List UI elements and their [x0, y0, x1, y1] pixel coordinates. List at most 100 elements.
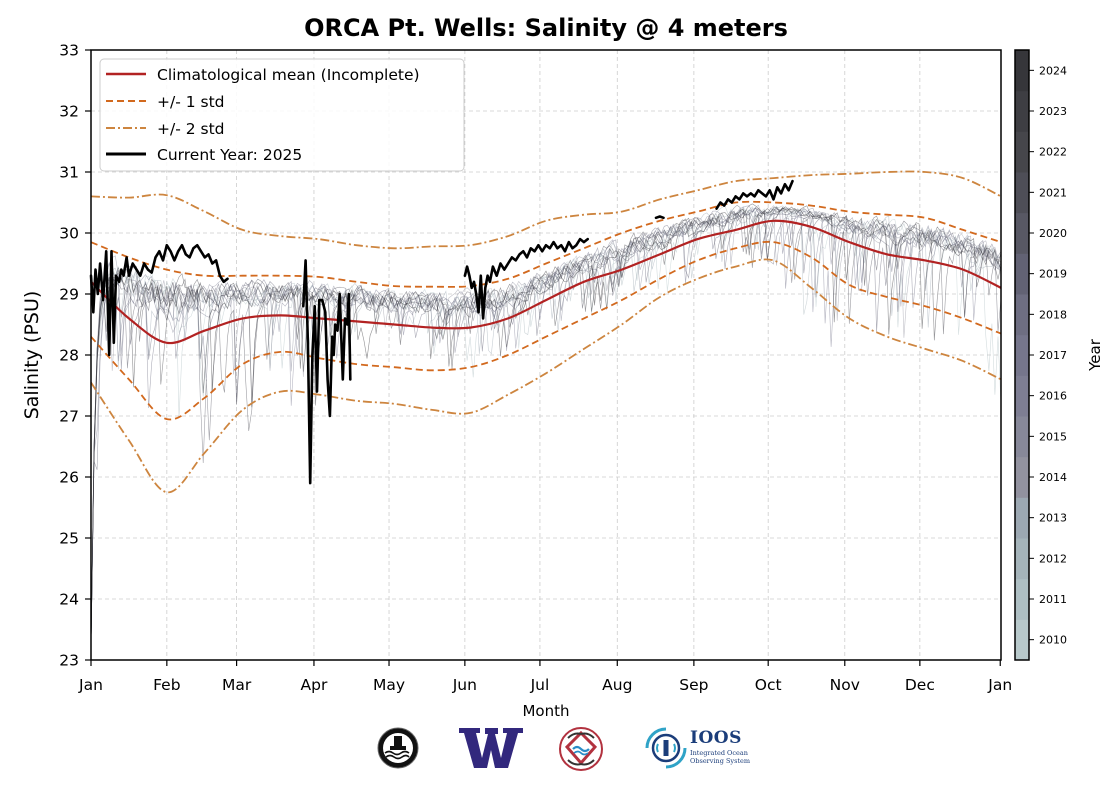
x-tick-label: Oct: [755, 676, 782, 694]
colorbar-swatch-2010: [1015, 619, 1029, 661]
historical-trace-2013: [90, 205, 1002, 648]
current-year-series: [89, 179, 794, 485]
y-tick-label: 25: [59, 530, 79, 548]
colorbar-tick-label: 2023: [1039, 105, 1067, 118]
ioos-logo: IOOS Integrated Ocean Observing System: [644, 726, 754, 770]
historical-trace-2020: [90, 204, 1002, 648]
legend-box: [99, 58, 465, 172]
historical-trace-2024: [90, 207, 1002, 648]
orca-buoy-logo: [377, 727, 419, 769]
legend-label-current: Current Year: 2025: [157, 146, 302, 164]
colorbar-swatch-2018: [1015, 294, 1029, 336]
colorbar-tick-label: 2010: [1039, 634, 1067, 647]
colorbar-tick-label: 2019: [1039, 268, 1067, 281]
historical-trace-2019: [90, 207, 1002, 648]
nanoos-logo: [559, 727, 603, 771]
legend-label-2std: +/- 2 std: [157, 120, 225, 138]
colorbar-tick-label: 2021: [1039, 186, 1067, 199]
current-year-segment-0: [89, 243, 229, 357]
colorbar-swatch-2020: [1015, 212, 1029, 254]
colorbar-swatch-2012: [1015, 538, 1029, 580]
legend-label-mean: Climatological mean (Incomplete): [157, 66, 420, 84]
x-tick-label: Nov: [830, 676, 860, 694]
ioos-emblem-icon: [645, 727, 687, 769]
series-lower1: [90, 240, 1002, 421]
x-axis-label: Month: [522, 702, 569, 720]
historical-trace-2010: [90, 205, 1002, 648]
x-tick-label: Aug: [602, 676, 632, 694]
x-tick-label: May: [373, 676, 405, 694]
historical-year-traces: [90, 203, 1002, 648]
legend-label-1std: +/- 1 std: [157, 93, 225, 111]
chart-title: ORCA Pt. Wells: Salinity @ 4 meters: [304, 14, 788, 42]
legend: Climatological mean (Incomplete) +/- 1 s…: [99, 58, 465, 172]
current-year-segment-4: [715, 179, 794, 210]
y-tick-label: 33: [59, 42, 79, 60]
series-lower2: [90, 258, 1002, 494]
colorbar-tick-label: 2014: [1039, 471, 1067, 484]
y-tick-label: 23: [59, 652, 79, 670]
std-bands: [90, 170, 1002, 494]
colorbar-tick-label: 2016: [1039, 390, 1067, 403]
y-axis-label: Salinity (PSU): [21, 291, 43, 420]
historical-trace-2016: [90, 205, 1002, 648]
historical-trace-2021: [90, 207, 1002, 648]
colorbar-swatch-2016: [1015, 375, 1029, 417]
x-tick-label: Feb: [153, 676, 180, 694]
current-year-segment-3: [654, 215, 665, 220]
current-year-segment-1: [302, 259, 352, 485]
x-tick-label: Jun: [452, 676, 477, 694]
colorbar-tick-label: 2020: [1039, 227, 1067, 240]
colorbar-tick-label: 2015: [1039, 430, 1067, 443]
colorbar-tick-label: 2018: [1039, 308, 1067, 321]
colorbar-swatch-2019: [1015, 253, 1029, 295]
x-tick-label: Apr: [301, 676, 328, 694]
historical-trace-2012: [90, 205, 1002, 648]
colorbar-swatch-2011: [1015, 578, 1029, 620]
y-tick-label: 29: [59, 286, 79, 304]
uw-w-logo: [459, 728, 523, 768]
colorbar-swatch-2013: [1015, 497, 1029, 539]
y-tick-label: 27: [59, 408, 79, 426]
historical-trace-2023: [90, 203, 1002, 648]
x-tick-label: Jan: [987, 676, 1012, 694]
ioos-subtext-2: Observing System: [690, 757, 751, 765]
colorbar-tick-label: 2017: [1039, 349, 1067, 362]
y-tick-label: 26: [59, 469, 79, 487]
series-upper1: [90, 200, 1002, 288]
colorbar-swatch-2021: [1015, 172, 1029, 214]
grid-lines: [91, 50, 1001, 660]
y-tick-label: 28: [59, 347, 79, 365]
colorbar-tick-label: 2024: [1039, 64, 1067, 77]
y-tick-label: 32: [59, 103, 79, 121]
colorbar-swatch-2014: [1015, 456, 1029, 498]
colorbar-swatch-2015: [1015, 416, 1029, 458]
historical-trace-2022: [90, 205, 1002, 648]
y-tick-label: 24: [59, 591, 79, 609]
y-tick-label: 31: [59, 164, 79, 182]
x-axis: Jan Feb Mar Apr May Jun Jul Aug Sep Oct Nov Dec Jan: [78, 660, 1012, 694]
series-mean: [90, 219, 1002, 345]
colorbar-swatch-2023: [1015, 90, 1029, 132]
historical-trace-2011: [90, 207, 1002, 648]
x-tick-label: Jan: [78, 676, 103, 694]
colorbar-tick-label: 2013: [1039, 512, 1067, 525]
ioos-wordmark: IOOS: [690, 728, 742, 748]
colorbar-swatch-2022: [1015, 131, 1029, 173]
y-tick-label: 30: [59, 225, 79, 243]
colorbar-swatch-2017: [1015, 334, 1029, 376]
year-colorbar: 2010 2011 2012 2013 2014 2015 2016 2017 2018 2019…: [1014, 49, 1067, 661]
x-tick-label: Jul: [530, 676, 550, 694]
colorbar-frame: [1014, 49, 1030, 661]
y-axis: 23 24 25 26 27 28 29 30 31 32 33: [59, 42, 91, 670]
series-upper2: [90, 170, 1002, 250]
x-tick-label: Sep: [679, 676, 708, 694]
colorbar-tick-label: 2011: [1039, 593, 1067, 606]
colorbar-tick-label: 2022: [1039, 146, 1067, 159]
colorbar-swatch-2024: [1015, 50, 1029, 92]
x-tick-label: Mar: [222, 676, 252, 694]
colorbar-tick-label: 2012: [1039, 552, 1067, 565]
x-tick-label: Dec: [905, 676, 935, 694]
colorbar-label: Year: [1086, 338, 1104, 372]
